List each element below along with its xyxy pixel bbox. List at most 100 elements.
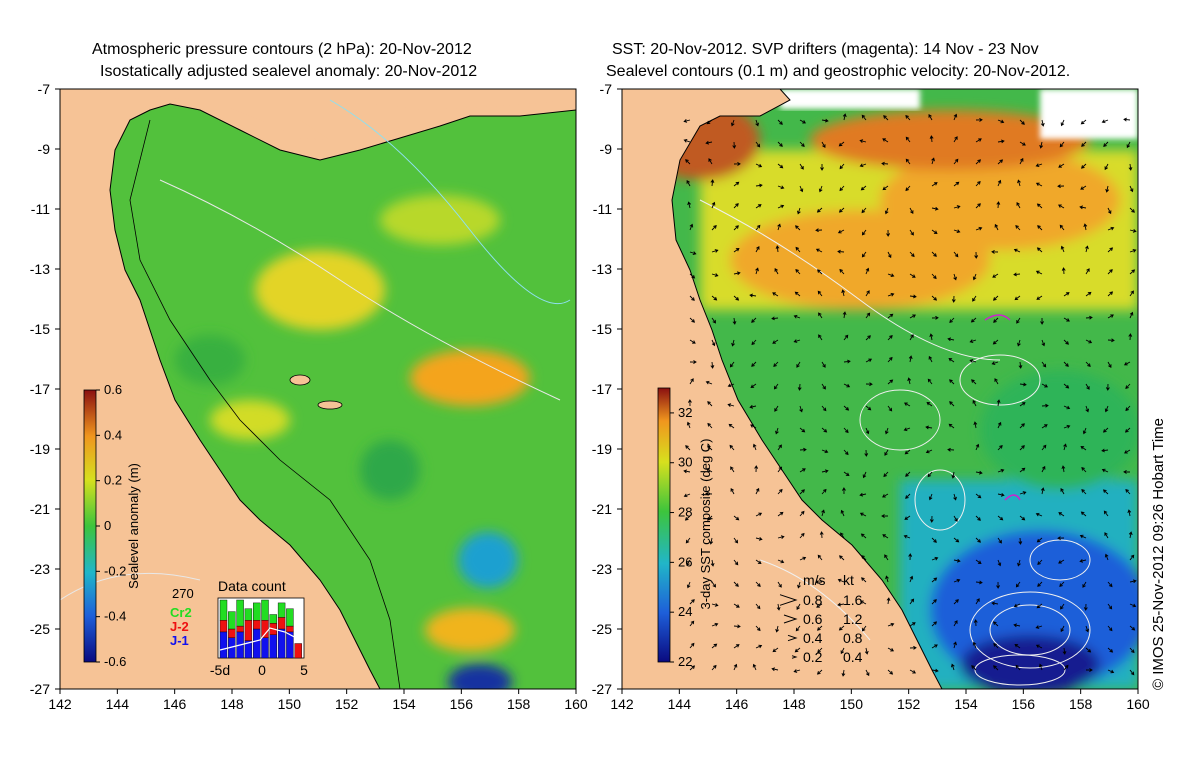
- velocity-arrow: [710, 559, 715, 567]
- velocity-arrow: [1041, 465, 1046, 473]
- sla-colorbar-tick-label: 0: [104, 518, 111, 533]
- velocity-arrow: [859, 600, 867, 605]
- velocity-arrow: [1124, 449, 1131, 454]
- velocity-arrow: [864, 647, 869, 655]
- velocity-legend-ms: 0.4: [803, 630, 823, 646]
- velocity-arrow: [1102, 427, 1109, 433]
- velocity-arrow: [1124, 427, 1131, 433]
- velocity-arrow: [929, 333, 934, 341]
- velocity-arrow: [821, 449, 829, 454]
- velocity-arrow: [908, 553, 913, 561]
- velocity-arrow: [861, 625, 867, 632]
- inset-bar-red: [228, 628, 236, 638]
- velocity-arrow: [1061, 465, 1066, 473]
- velocity-arrow: [928, 355, 933, 363]
- velocity-arrow: [817, 269, 823, 275]
- velocity-arrow: [908, 355, 913, 363]
- velocity-legend-ms: 0.2: [803, 649, 823, 665]
- sst-map: [622, 89, 1138, 689]
- imos-credit: © IMOS 25-Nov-2012 09:26 Hobart Time: [1150, 417, 1167, 690]
- velocity-arrow: [1083, 223, 1088, 231]
- inset-legend-Cr2: Cr2: [170, 605, 192, 620]
- inset-legend-J-2: J-2: [170, 619, 189, 634]
- inset-bar-green: [286, 608, 294, 627]
- velocity-arrow: [838, 141, 845, 147]
- velocity-arrow: [947, 447, 955, 452]
- velocity-arrow: [818, 185, 823, 193]
- velocity-arrow: [1081, 488, 1087, 495]
- velocity-arrow: [733, 225, 739, 231]
- velocity-arrow: [1036, 603, 1043, 609]
- velocity-arrow: [777, 559, 785, 564]
- velocity-arrow: [1107, 581, 1113, 588]
- velocity-arrow: [953, 229, 961, 234]
- velocity-arrow: [818, 334, 823, 341]
- velocity-arrow: [843, 334, 849, 341]
- velocity-arrow: [1101, 448, 1109, 453]
- velocity-arrow: [953, 113, 958, 121]
- velocity-arrow: [1128, 531, 1133, 539]
- velocity-arrow: [975, 470, 983, 475]
- velocity-arrow: [905, 158, 911, 165]
- velocity-arrow: [1079, 558, 1087, 563]
- velocity-arrow: [1085, 405, 1090, 413]
- velocity-arrow: [727, 383, 735, 388]
- velocity-arrow: [909, 273, 916, 278]
- velocity-arrow: [821, 427, 828, 433]
- velocity-arrow: [1057, 184, 1065, 189]
- velocity-arrow: [1037, 559, 1043, 566]
- sla-colorbar-label: Sealevel anomaly (m): [126, 463, 141, 589]
- velocity-arrow: [887, 647, 895, 652]
- velocity-arrow: [931, 229, 938, 234]
- velocity-arrow: [1016, 202, 1021, 209]
- sst-y-tick-label: -9: [600, 141, 613, 157]
- sst-x-tick-label: 154: [954, 696, 978, 712]
- velocity-arrow: [689, 339, 696, 344]
- sla-x-tick-label: 150: [278, 696, 302, 712]
- velocity-arrow: [794, 647, 801, 653]
- velocity-arrow: [1038, 663, 1043, 671]
- velocity-arrow: [859, 512, 867, 517]
- velocity-arrow: [997, 537, 1002, 544]
- velocity-legend: m/s kt 0.8 1.6 0.6 1.2 0.4 0.8 0.2 0.4: [779, 572, 863, 665]
- sst-colorbar-tick-label: 32: [678, 405, 692, 420]
- velocity-arrow: [1080, 445, 1087, 451]
- velocity-arrow: [931, 206, 939, 211]
- velocity-arrow: [1041, 424, 1048, 429]
- velocity-legend-kt: 1.2: [843, 611, 863, 627]
- velocity-arrow: [975, 537, 981, 543]
- velocity-arrow: [1059, 224, 1065, 231]
- velocity-arrow: [864, 449, 869, 457]
- velocity-arrow: [771, 316, 779, 321]
- velocity-arrow: [931, 537, 937, 543]
- velocity-arrow: [969, 359, 977, 363]
- velocity-arrow: [931, 273, 937, 280]
- velocity-arrow: [951, 295, 956, 303]
- velocity-arrow: [774, 267, 779, 275]
- velocity-arrow: [1107, 247, 1114, 253]
- velocity-arrow: [997, 445, 1003, 451]
- velocity-arrow: [1129, 207, 1135, 213]
- velocity-arrow: [1104, 163, 1109, 171]
- velocity-arrow: [1014, 643, 1021, 649]
- velocity-arrow: [929, 515, 934, 523]
- velocity-arrow: [1129, 248, 1137, 253]
- velocity-arrow: [1018, 361, 1023, 369]
- velocity-arrow: [925, 425, 933, 430]
- velocity-arrow: [905, 136, 911, 143]
- velocity-arrow: [882, 534, 889, 539]
- inset-bar-red: [286, 625, 294, 633]
- velocity-arrow: [1107, 647, 1114, 653]
- velocity-arrow: [821, 141, 826, 148]
- velocity-arrow: [881, 161, 889, 166]
- velocity-arrow: [777, 444, 782, 451]
- velocity-arrow: [953, 205, 961, 209]
- velocity-arrow: [883, 471, 889, 478]
- velocity-arrow: [817, 290, 823, 297]
- velocity-arrow: [992, 339, 999, 345]
- velocity-arrow: [1107, 338, 1115, 343]
- velocity-legend-arrow: [791, 655, 798, 659]
- velocity-arrow: [928, 114, 933, 121]
- sst-y-tick-label: -19: [592, 441, 612, 457]
- velocity-arrow: [684, 515, 691, 521]
